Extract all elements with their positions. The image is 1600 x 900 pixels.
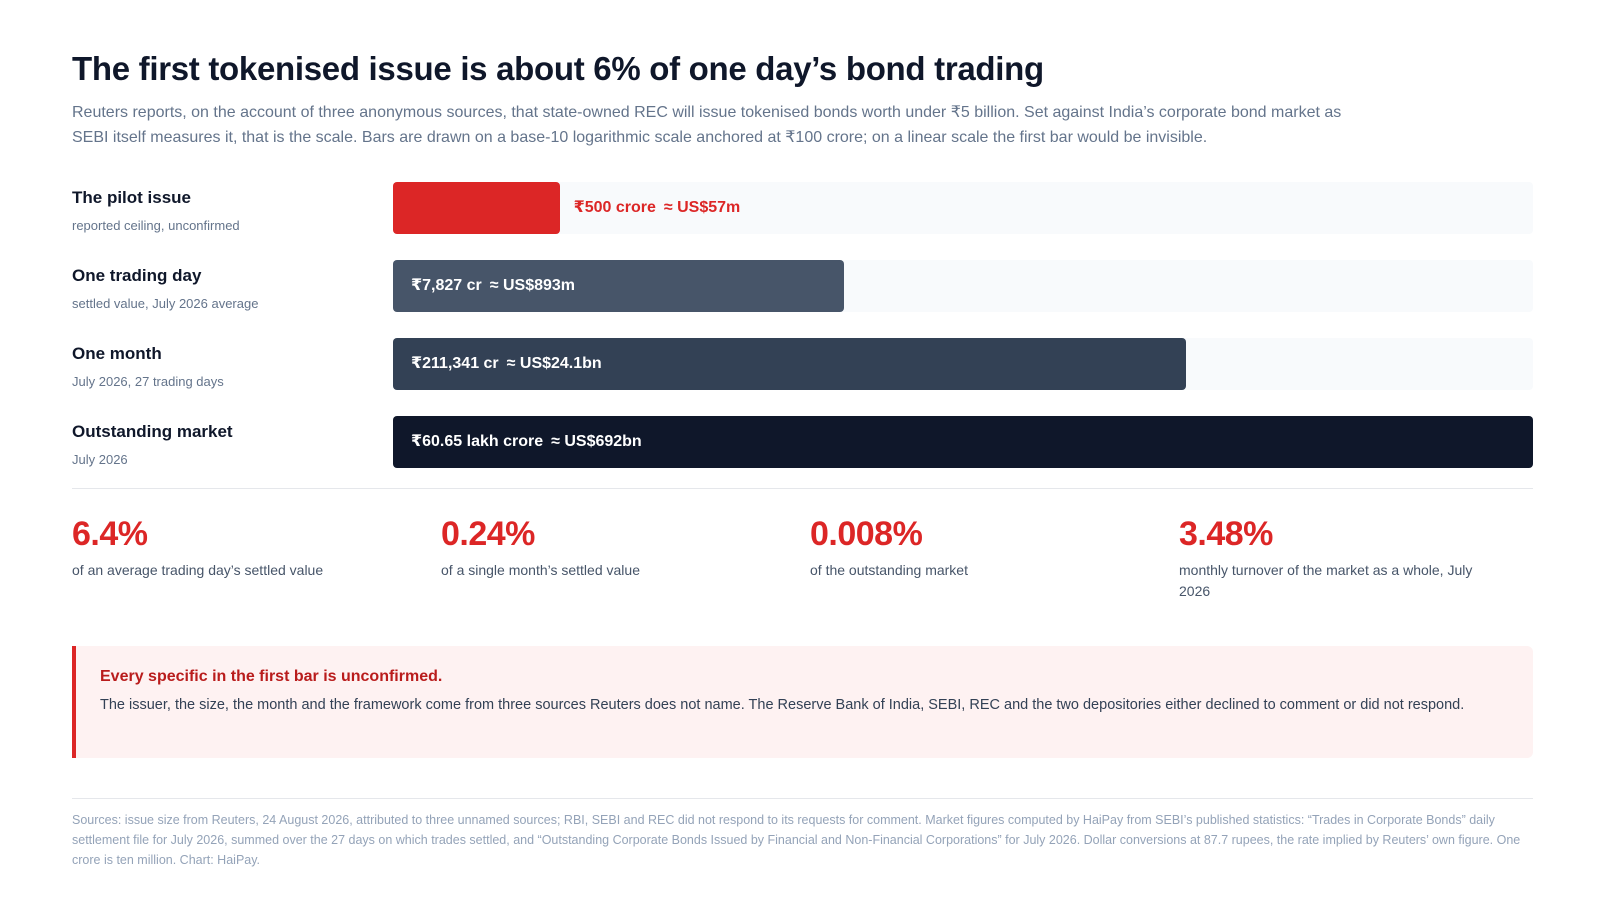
- stat-value: 6.4%: [72, 515, 148, 553]
- bar-value-label: ₹500 crore ≈ US$57m: [574, 182, 741, 234]
- page-subtitle: Reuters reports, on the account of three…: [72, 104, 1342, 146]
- bar-category-label: One month: [72, 344, 162, 363]
- stat-turnover: 3.48% monthly turnover of the market as …: [1179, 514, 1499, 602]
- bar: [393, 416, 1533, 468]
- bar-row: Outstanding market July 2026 ₹60.65 lakh c…: [72, 416, 1533, 494]
- bar-value-label: ₹211,341 cr ≈ US$24.1bn: [411, 338, 602, 390]
- bar-category-note: reported ceiling, unconfirmed: [72, 218, 240, 233]
- chart-page: The first tokenised issue is about 6% of…: [72, 48, 1533, 867]
- bar-usd-value: ≈ US$24.1bn: [506, 355, 602, 372]
- bar-track: ₹500 crore ≈ US$57m: [393, 182, 1533, 234]
- bar: [393, 260, 845, 312]
- bar-track: ₹60.65 lakh crore ≈ US$692bn: [393, 416, 1533, 468]
- footer-divider: [72, 798, 1533, 799]
- stat-label: of an average trading day’s settled valu…: [72, 562, 324, 578]
- bar-track: ₹7,827 cr ≈ US$893m: [393, 260, 1533, 312]
- stat-value: 3.48%: [1179, 515, 1273, 553]
- stat-month: 0.24% of a single month’s settled value: [441, 514, 771, 581]
- callout-title: Every specific in the first bar is uncon…: [100, 668, 443, 685]
- stat-label: of the outstanding market: [810, 562, 968, 578]
- bar-inr-value: ₹7,827 cr: [411, 277, 482, 294]
- bar-category-note: July 2026, 27 trading days: [72, 374, 224, 389]
- stats-row: 6.4% of an average trading day’s settled…: [72, 514, 1533, 614]
- bar-chart: The pilot issue reported ceiling, unconfi…: [72, 182, 1533, 494]
- bar-value-label: ₹7,827 cr ≈ US$893m: [411, 260, 575, 312]
- bar-row: The pilot issue reported ceiling, unconfi…: [72, 182, 1533, 260]
- bar: [393, 338, 1186, 390]
- bar-track: ₹211,341 cr ≈ US$24.1bn: [393, 338, 1533, 390]
- stat-label: monthly turnover of the market as a whol…: [1179, 562, 1473, 599]
- bar-inr-value: ₹60.65 lakh crore: [411, 433, 544, 450]
- sources-note: Sources: issue size from Reuters, 24 Aug…: [72, 813, 1521, 867]
- stat-value: 0.24%: [441, 515, 535, 553]
- bar-category-label: The pilot issue: [72, 188, 192, 207]
- page-title: The first tokenised issue is about 6% of…: [72, 50, 1044, 87]
- chart-divider: [72, 488, 1533, 489]
- stat-value: 0.008%: [810, 515, 923, 553]
- bar-usd-value: ≈ US$692bn: [551, 433, 642, 450]
- bar-row: One month July 2026, 27 trading days ₹211,…: [72, 338, 1533, 416]
- callout-body: The issuer, the size, the month and the …: [100, 697, 1465, 713]
- stat-day: 6.4% of an average trading day’s settled…: [72, 514, 402, 581]
- bar-category-label: One trading day: [72, 266, 202, 285]
- bar: [393, 182, 560, 234]
- bar-row: One trading day settled value, July 2026 …: [72, 260, 1533, 338]
- bar-category-label: Outstanding market: [72, 422, 233, 441]
- bar-category-note: July 2026: [72, 452, 128, 467]
- stat-label: of a single month’s settled value: [441, 562, 640, 578]
- bar-inr-value: ₹500 crore: [573, 199, 656, 216]
- bar-category-note: settled value, July 2026 average: [72, 296, 259, 311]
- bar-inr-value: ₹211,341 cr: [411, 355, 499, 372]
- stat-outstanding: 0.008% of the outstanding market: [810, 514, 1140, 581]
- bar-usd-value: ≈ US$893m: [489, 277, 576, 294]
- warning-callout: Every specific in the first bar is uncon…: [72, 646, 1533, 758]
- bar-usd-value: ≈ US$57m: [663, 199, 741, 216]
- bar-value-label: ₹60.65 lakh crore ≈ US$692bn: [411, 416, 642, 468]
